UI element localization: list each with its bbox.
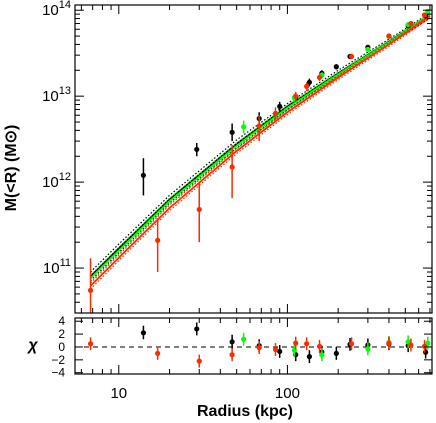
y-tick-exponent: 11 <box>60 257 71 269</box>
top-point-17 <box>365 46 371 53</box>
model-curve-1 <box>90 12 431 273</box>
bottom-point-31 <box>386 340 392 346</box>
bottom-point-21 <box>87 341 94 347</box>
top-panel-frame <box>74 4 433 314</box>
chi-tick-label: 4 <box>58 314 65 328</box>
top-point-8 <box>333 64 339 70</box>
y-tick-exponent: 13 <box>59 85 71 97</box>
top-point-14 <box>241 124 247 130</box>
bottom-point-32 <box>408 342 414 348</box>
x-axis-title: Radius (kpc) <box>197 403 293 420</box>
top-point-2 <box>229 129 235 135</box>
axes <box>74 4 433 375</box>
top-point-27 <box>293 93 299 99</box>
model-curve-6 <box>89 15 431 287</box>
chi-tick-label: 0 <box>58 340 65 354</box>
y-tick-mantissa: 10 <box>42 174 59 191</box>
y-tick-exponent: 14 <box>59 0 71 11</box>
top-point-28 <box>304 83 310 89</box>
top-point-1 <box>194 146 200 153</box>
top-point-32 <box>408 20 414 27</box>
x-tick-label: 10 <box>110 385 127 402</box>
bottom-point-28 <box>304 341 310 347</box>
y-tick-mantissa: 10 <box>42 2 59 19</box>
top-point-21 <box>87 287 94 293</box>
top-point-31 <box>386 33 392 39</box>
bottom-panel-data-points <box>87 322 431 368</box>
chi-tick-label: −2 <box>51 353 65 367</box>
model-curve-4 <box>90 13 431 276</box>
bottom-point-29 <box>316 343 323 349</box>
top-point-30 <box>348 53 355 60</box>
bottom-point-27 <box>293 340 299 346</box>
top-point-4 <box>277 103 283 110</box>
top-point-33 <box>421 12 428 18</box>
bottom-point-22 <box>155 350 161 357</box>
top-point-23 <box>196 206 202 213</box>
y-tick-mantissa: 10 <box>43 260 60 277</box>
bottom-point-6 <box>306 354 313 360</box>
top-point-0 <box>140 172 147 178</box>
bottom-point-2 <box>229 339 235 345</box>
bottom-point-26 <box>272 346 279 353</box>
bottom-panel-frame <box>74 317 433 375</box>
bottom-point-4 <box>277 348 283 355</box>
bottom-point-17 <box>365 346 371 352</box>
bottom-point-24 <box>229 352 235 358</box>
top-point-29 <box>316 74 323 81</box>
bottom-point-23 <box>196 358 202 364</box>
top-point-22 <box>155 237 161 243</box>
top-point-25 <box>256 123 262 129</box>
top-panel-model-curves <box>89 12 431 290</box>
top-y-axis-title: M(<R) (M⊙) <box>3 125 20 212</box>
bottom-point-33 <box>421 343 428 349</box>
y-tick-mantissa: 10 <box>42 88 59 105</box>
bottom-point-25 <box>256 345 262 351</box>
bottom-point-1 <box>194 326 200 332</box>
bottom-point-30 <box>348 341 355 347</box>
bottom-y-axis-title: χ <box>26 337 38 354</box>
chi-tick-label: −4 <box>51 366 65 380</box>
bottom-point-8 <box>333 350 339 357</box>
y-tick-exponent: 12 <box>59 171 71 183</box>
y-tick-label: 1014 <box>42 0 71 19</box>
top-point-24 <box>229 164 235 170</box>
bottom-point-20 <box>425 340 431 346</box>
bottom-point-14 <box>241 336 247 342</box>
y-tick-label: 1013 <box>42 85 71 105</box>
y-tick-label: 1011 <box>43 257 71 277</box>
chi-tick-label: 2 <box>58 327 65 341</box>
top-point-26 <box>272 110 279 117</box>
bottom-point-0 <box>140 330 147 336</box>
x-tick-label: 100 <box>275 385 300 402</box>
model-curve-8 <box>90 17 431 290</box>
top-panel-data-points <box>87 8 431 313</box>
top-point-6 <box>306 79 313 85</box>
y-tick-label: 1012 <box>42 171 71 191</box>
bottom-point-16 <box>319 352 325 358</box>
